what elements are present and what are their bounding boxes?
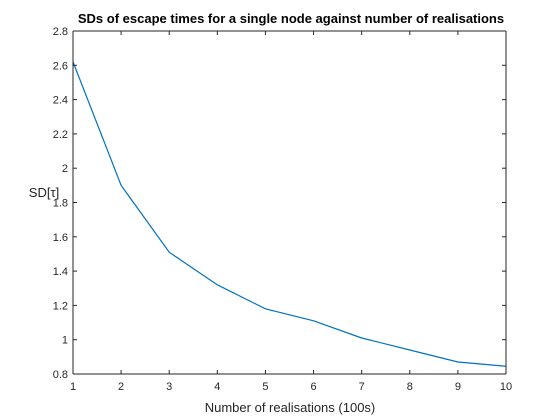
chart-title: SDs of escape times for a single node ag… — [78, 11, 504, 26]
y-tick-label-7: 2.2 — [53, 129, 68, 141]
y-tick-label-0: 0.8 — [53, 369, 68, 381]
series-line-0 — [72, 61, 507, 367]
y-axis-label: SD[τ] — [29, 185, 59, 200]
x-tick-label-2: 3 — [166, 381, 172, 393]
x-tick-label-3: 4 — [214, 381, 220, 393]
y-tick-label-2: 1.2 — [53, 300, 68, 312]
y-tick-label-6: 2 — [62, 163, 68, 175]
y-tick-label-8: 2.4 — [53, 95, 68, 107]
x-tick-label-5: 6 — [310, 381, 316, 393]
x-axis-label: Number of realisations (100s) — [205, 400, 376, 415]
x-ticks: 1 2 3 4 5 6 7 8 9 10 — [70, 31, 512, 393]
axes-background — [73, 31, 506, 374]
x-tick-label-0: 1 — [70, 381, 76, 393]
y-tick-label-4: 1.6 — [53, 232, 68, 244]
y-tick-label-9: 2.6 — [53, 60, 68, 72]
y-tick-label-1: 1 — [62, 335, 68, 347]
x-tick-label-9: 10 — [500, 381, 512, 393]
x-tick-label-1: 2 — [118, 381, 124, 393]
plot-area — [73, 31, 506, 374]
x-tick-label-8: 9 — [455, 381, 461, 393]
series-layer — [72, 61, 507, 367]
y-tick-label-3: 1.4 — [53, 266, 68, 278]
y-ticks: 0.8 1 1.2 1.4 1.6 1.8 2 2.2 2.4 2.6 2.8 — [53, 26, 506, 381]
x-tick-label-6: 7 — [359, 381, 365, 393]
y-tick-label-10: 2.8 — [53, 26, 68, 38]
x-tick-label-4: 5 — [262, 381, 268, 393]
y-tick-label-5: 1.8 — [53, 198, 68, 210]
x-tick-label-7: 8 — [407, 381, 413, 393]
